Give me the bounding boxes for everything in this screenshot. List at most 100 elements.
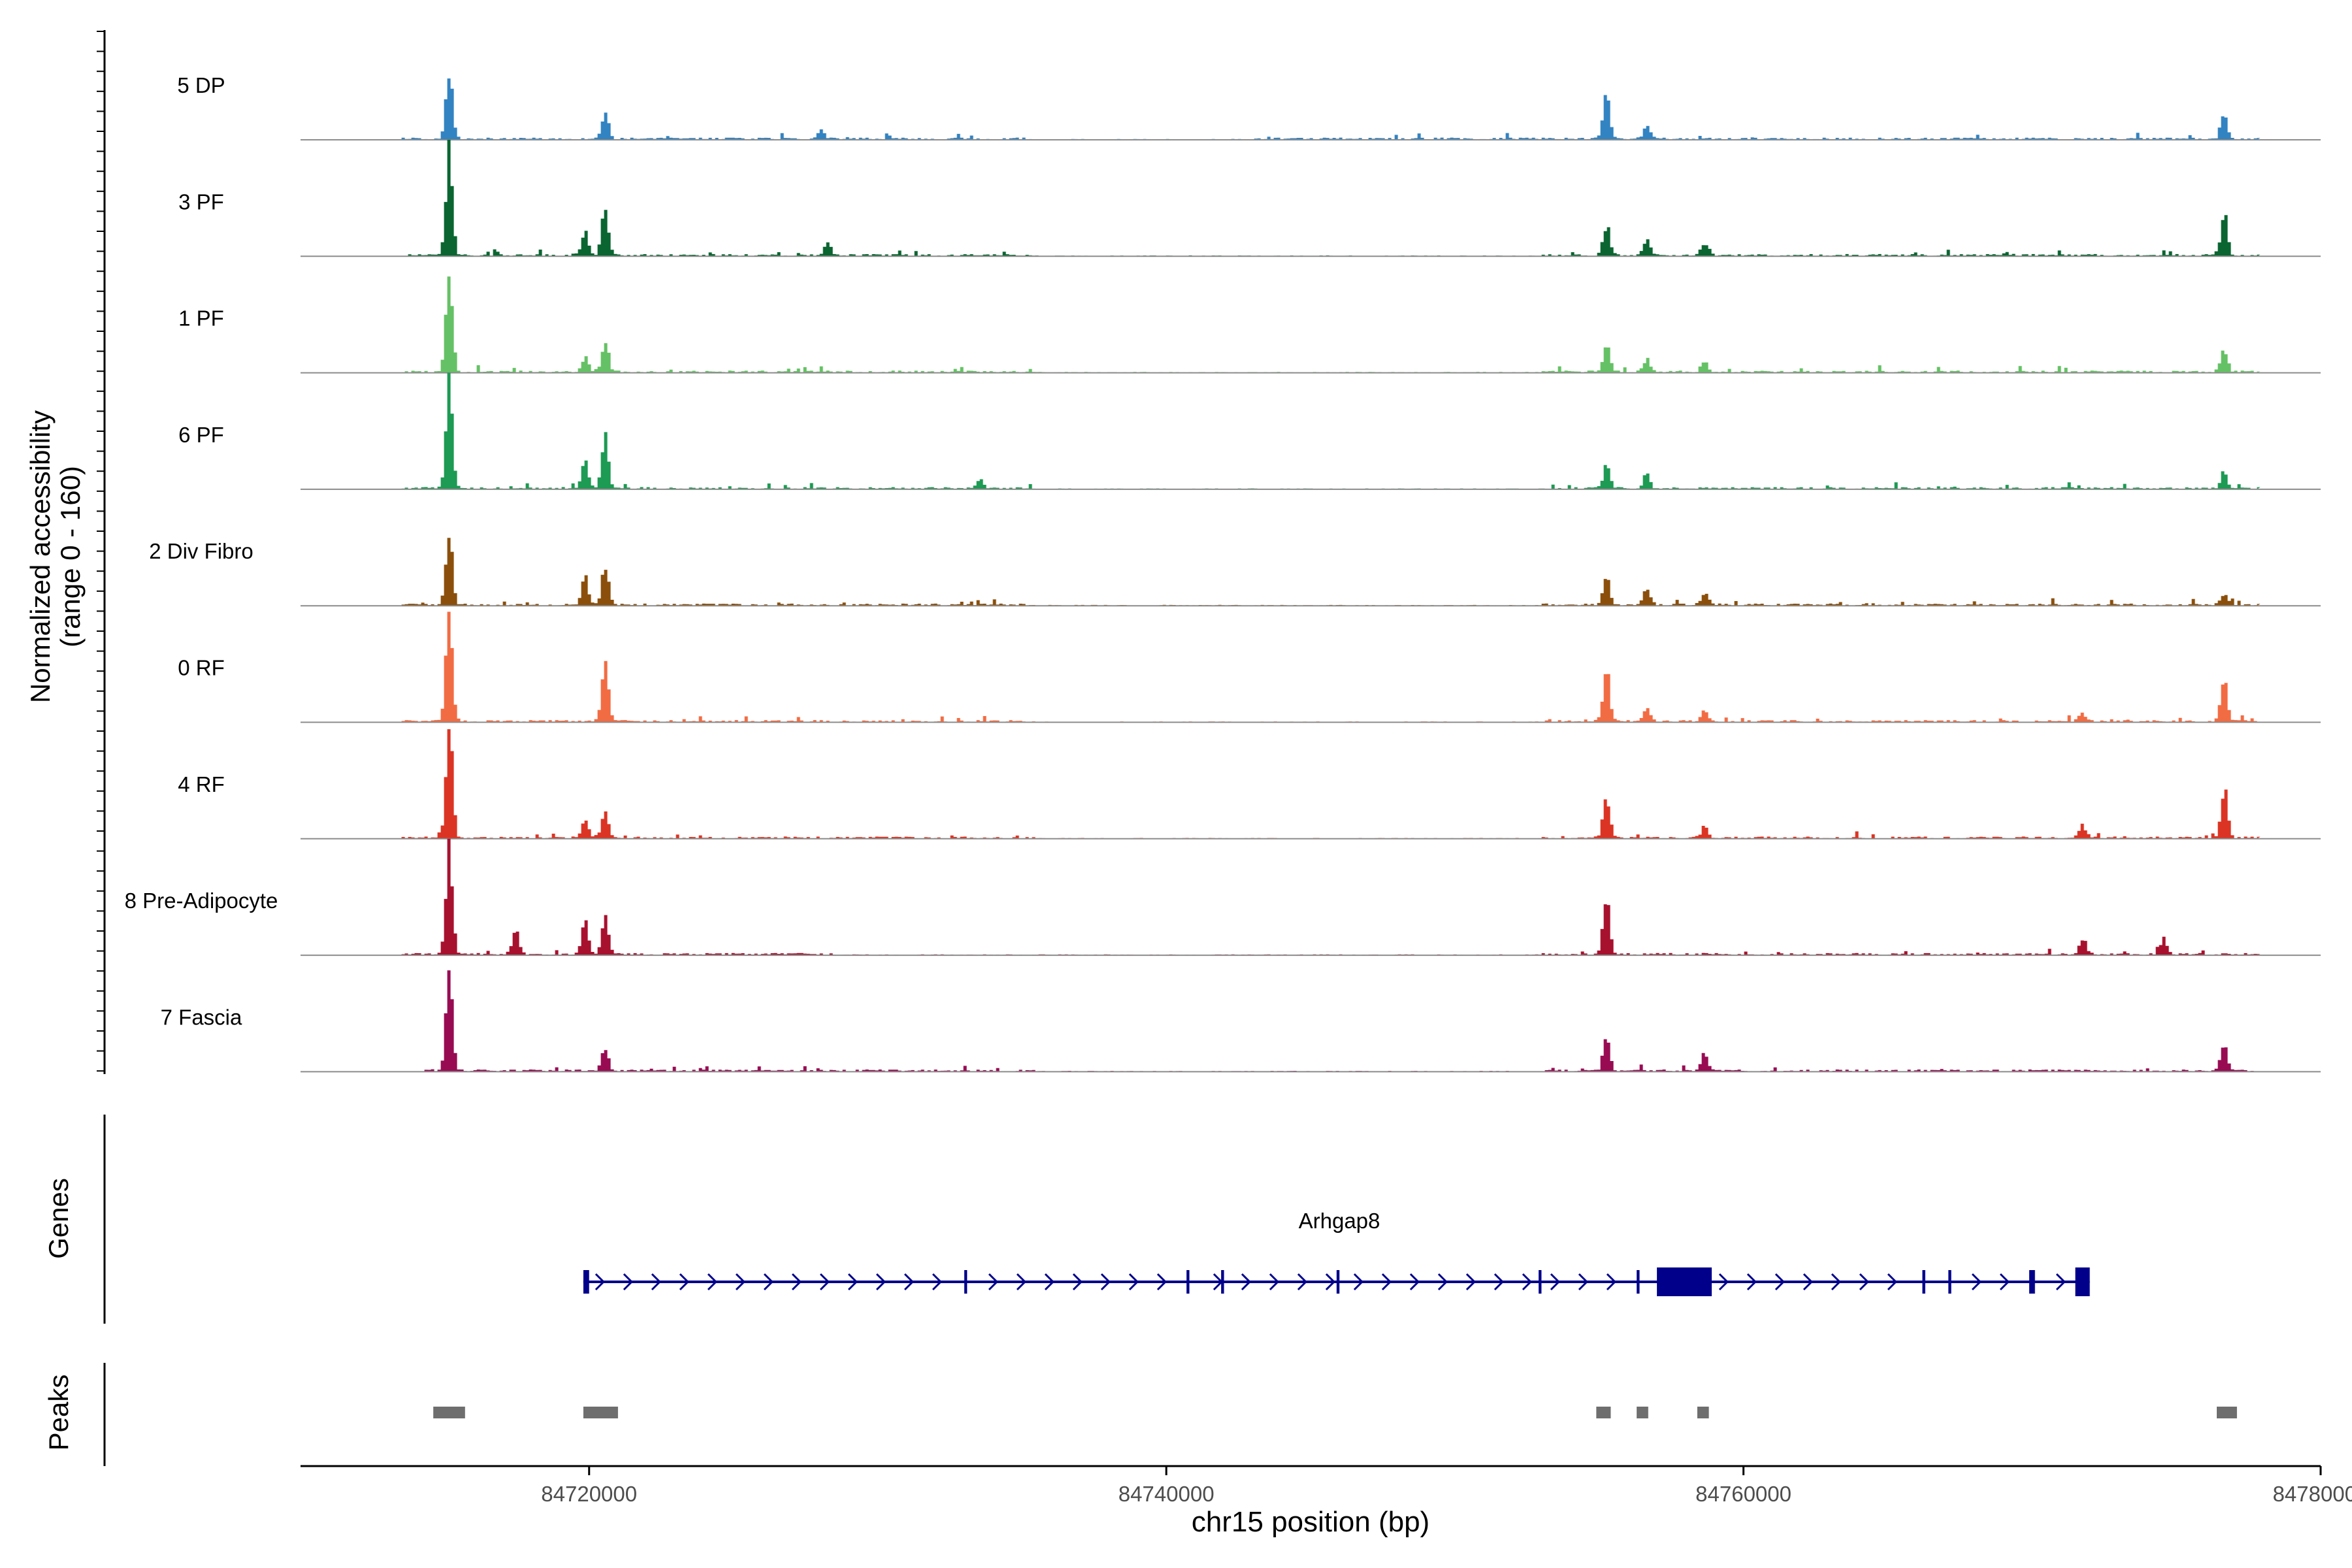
x-tick-label: 84760000 — [1695, 1482, 1791, 1506]
track-label: 1 PF — [178, 306, 224, 331]
coverage-area — [401, 78, 2261, 140]
strand-arrow — [1999, 1273, 2010, 1291]
strand-arrow — [1522, 1273, 1533, 1291]
x-tick-label: 84740000 — [1119, 1482, 1215, 1506]
peak-region — [2217, 1407, 2237, 1418]
strand-arrow — [1325, 1273, 1336, 1291]
strand-arrow — [847, 1273, 858, 1291]
strand-arrow — [1381, 1273, 1392, 1291]
strand-arrow — [1859, 1273, 1870, 1291]
strand-arrow — [2055, 1273, 2066, 1291]
strand-arrow — [1128, 1273, 1139, 1291]
coverage-area — [401, 139, 2261, 257]
track-2-div-fibro: 2 Div Fibro — [149, 538, 2321, 607]
gene-exon — [1657, 1267, 1712, 1296]
peaks-panel — [433, 1407, 2237, 1418]
strand-arrow — [1606, 1273, 1617, 1291]
track-label: 2 Div Fibro — [149, 539, 253, 563]
gene-exon — [1922, 1270, 1925, 1294]
track-label: 5 DP — [177, 73, 225, 97]
strand-arrow — [988, 1273, 999, 1291]
track-4-rf: 4 RF — [178, 729, 2321, 840]
x-axis: 84720000 84740000 84760000 84780000 — [301, 1465, 2352, 1506]
coverage-area — [401, 276, 2261, 373]
gene-exon — [1637, 1270, 1640, 1294]
genes-panel-title: Genes — [43, 1178, 74, 1259]
gene-exon — [2029, 1270, 2035, 1294]
gene-exon — [1221, 1270, 1224, 1294]
track-label: 7 Fascia — [161, 1005, 242, 1029]
track-6-pf: 6 PF — [178, 372, 2321, 490]
strand-arrow — [1803, 1273, 1814, 1291]
peak-region — [583, 1407, 618, 1418]
track-label: 4 RF — [178, 772, 225, 796]
gene-exon — [1336, 1270, 1340, 1294]
strand-arrow — [1269, 1273, 1280, 1291]
strand-arrow — [1971, 1273, 1982, 1291]
track-label: 8 Pre-Adipocyte — [125, 889, 278, 913]
strand-arrow — [1353, 1273, 1364, 1291]
gene-exon — [1539, 1270, 1542, 1294]
track-label: 0 RF — [178, 656, 225, 680]
coverage-area — [401, 970, 2261, 1072]
x-axis-title: chr15 position (bp) — [1192, 1506, 1429, 1538]
gene-exon — [1186, 1270, 1190, 1294]
strand-arrow — [932, 1273, 943, 1291]
strand-arrow — [1409, 1273, 1420, 1291]
strand-arrow — [1550, 1273, 1561, 1291]
gene-exon — [583, 1270, 589, 1294]
strand-arrow — [1437, 1273, 1448, 1291]
coverage-area — [401, 612, 2261, 723]
strand-arrow — [1044, 1273, 1055, 1291]
strand-arrow — [1465, 1273, 1477, 1291]
coverage-area — [401, 838, 2261, 956]
strand-arrow — [1746, 1273, 1757, 1291]
gene-exon — [2075, 1267, 2090, 1296]
strand-arrow — [1887, 1273, 1898, 1291]
track-5-dp: 5 DP — [177, 73, 2321, 140]
track-label: 3 PF — [178, 189, 224, 214]
strand-arrow — [651, 1273, 662, 1291]
gene-name-label: Arhgap8 — [1299, 1209, 1380, 1233]
track-0-rf: 0 RF — [178, 612, 2321, 723]
strand-arrow — [1241, 1273, 1252, 1291]
gene-exon — [1948, 1270, 1952, 1294]
left-axes — [97, 30, 106, 1466]
gene-annotation-panel — [583, 1267, 2090, 1296]
strand-arrow — [763, 1273, 774, 1291]
strand-arrow — [1072, 1273, 1083, 1291]
strand-arrow — [1718, 1273, 1729, 1291]
strand-arrow — [1831, 1273, 1842, 1291]
coverage-area — [401, 538, 2261, 606]
y-axis-title-line1: Normalized accessibility — [25, 410, 56, 703]
strand-arrow — [1016, 1273, 1027, 1291]
track-7-fascia: 7 Fascia — [161, 970, 2321, 1073]
strand-arrow — [595, 1273, 606, 1291]
strand-arrow — [819, 1273, 830, 1291]
y-axis-title-line2: (range 0 - 160) — [55, 466, 86, 647]
peak-region — [1697, 1407, 1709, 1418]
coverage-area — [401, 729, 2261, 839]
gene-exon — [964, 1270, 968, 1294]
strand-arrow — [1578, 1273, 1589, 1291]
strand-arrow — [1156, 1273, 1168, 1291]
track-3-pf: 3 PF — [178, 139, 2321, 257]
strand-arrow — [791, 1273, 802, 1291]
strand-arrow — [1774, 1273, 1786, 1291]
x-tick-label: 84720000 — [541, 1482, 637, 1506]
coverage-area — [401, 372, 2261, 489]
x-tick-label: 84780000 — [2273, 1482, 2352, 1506]
strand-arrow — [707, 1273, 718, 1291]
strand-arrow — [1494, 1273, 1505, 1291]
strand-arrow — [735, 1273, 746, 1291]
strand-arrow — [1297, 1273, 1308, 1291]
strand-arrow — [875, 1273, 887, 1291]
peak-region — [433, 1407, 465, 1418]
track-8-pre-adipocyte: 8 Pre-Adipocyte — [125, 838, 2321, 956]
track-1-pf: 1 PF — [178, 276, 2321, 374]
strand-arrow — [904, 1273, 915, 1291]
strand-arrow — [1100, 1273, 1111, 1291]
coverage-tracks: 5 DP 3 PF 1 PF 6 PF 2 Div Fibro 0 RF 4 RF 8 Pre… — [125, 73, 2321, 1073]
peak-region — [1637, 1407, 1648, 1418]
